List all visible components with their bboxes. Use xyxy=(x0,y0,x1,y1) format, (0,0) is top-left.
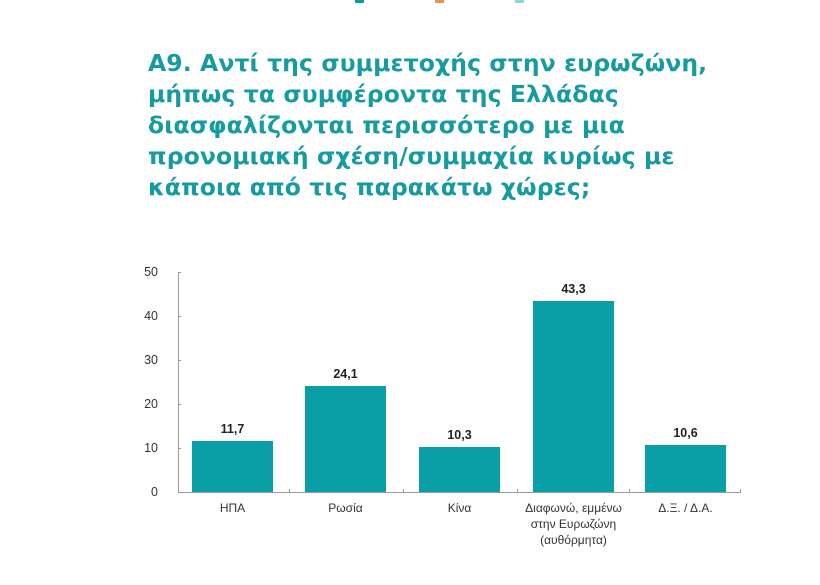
y-axis xyxy=(178,272,179,492)
y-tick-label: 50 xyxy=(144,265,158,279)
y-tick-label: 40 xyxy=(144,309,158,323)
chart-title: Α9. Αντί της συμμετοχής στην ευρωζώνη, μ… xyxy=(148,49,708,201)
bar-value-label: 43,3 xyxy=(561,282,586,297)
x-category-label: ΗΠΑ xyxy=(219,501,246,515)
bar-value-label: 11,7 xyxy=(220,421,245,436)
x-category-label: Διαφωνώ, εμμένω στην Ευρωζώνη (αυθόρμητα… xyxy=(525,501,622,547)
legend-swatch-lightteal xyxy=(515,0,524,3)
bar xyxy=(305,385,386,492)
x-tick-mark xyxy=(403,489,404,493)
y-tick-label: 10 xyxy=(144,441,158,455)
y-tick-label: 20 xyxy=(144,397,158,411)
y-tick-mark xyxy=(178,360,181,361)
y-tick-mark xyxy=(178,448,181,449)
x-axis xyxy=(178,492,740,493)
y-tick-mark xyxy=(178,272,181,273)
y-tick-mark xyxy=(178,316,181,317)
bar xyxy=(419,446,500,492)
x-tick-mark xyxy=(517,489,518,493)
y-tick-mark xyxy=(178,404,181,405)
y-tick-label: 0 xyxy=(151,485,158,499)
bar xyxy=(533,301,614,492)
x-category-label: Ρωσία xyxy=(328,501,363,515)
bar-value-label: 10,6 xyxy=(673,426,698,441)
x-tick-mark xyxy=(629,489,630,493)
y-tick-label: 30 xyxy=(144,353,158,367)
legend-swatch-teal xyxy=(355,0,364,3)
bar-value-label: 10,3 xyxy=(447,427,472,442)
x-category-label: Κίνα xyxy=(447,501,472,515)
x-tick-mark xyxy=(740,489,741,493)
legend-swatch-orange xyxy=(435,0,444,3)
bar xyxy=(645,445,726,492)
x-tick-mark xyxy=(289,489,290,493)
bar-value-label: 24,1 xyxy=(333,366,358,381)
x-category-label: Δ.Ξ. / Δ.Α. xyxy=(658,501,713,515)
bar xyxy=(192,440,273,492)
y-tick-mark xyxy=(178,492,181,493)
